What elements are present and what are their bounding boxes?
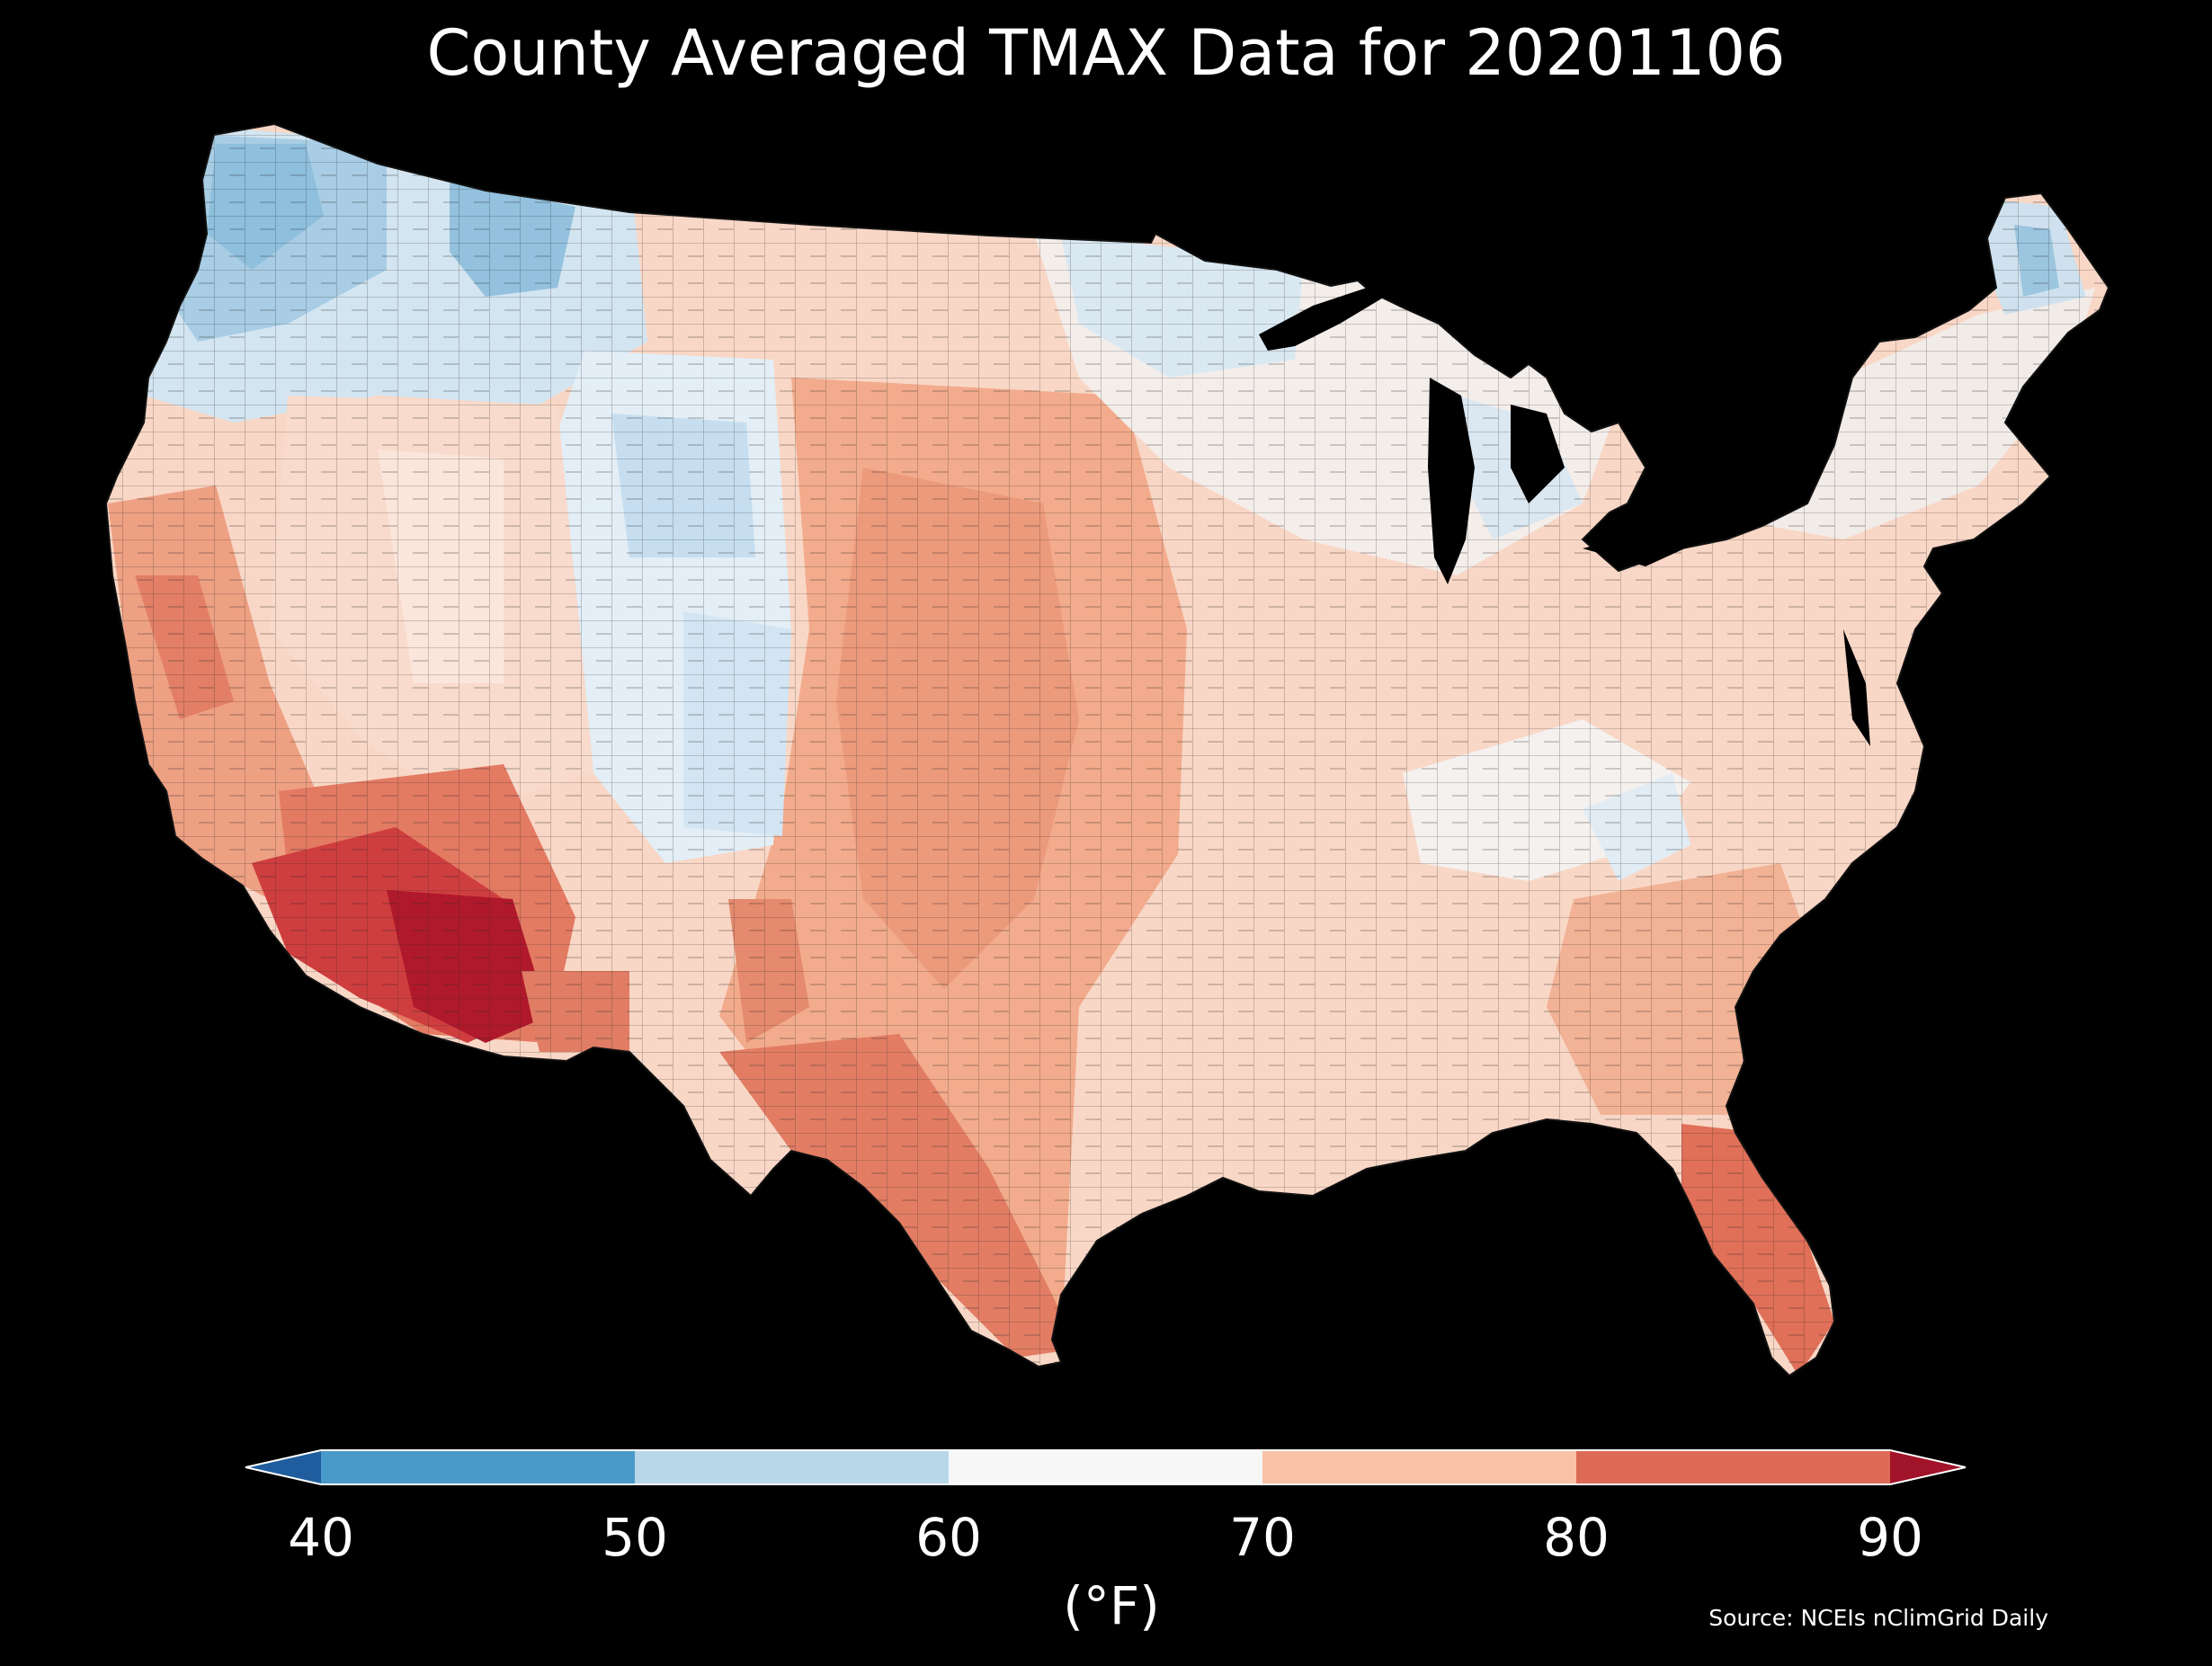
colorbar-bin-40-50: [321, 1450, 635, 1484]
colorbar-tick-60: 60: [915, 1507, 982, 1568]
source-credit: Source: NCEIs nClimGrid Daily: [1708, 1605, 2048, 1631]
colorbar-tick-50: 50: [602, 1507, 668, 1568]
colorbar-tick-70: 70: [1229, 1507, 1296, 1568]
colorbar-bin-60-70: [949, 1450, 1262, 1484]
colorbar-over-arrow: [1890, 1450, 1966, 1484]
chesapeake: [1843, 629, 1870, 746]
lake-superior: [1259, 288, 1385, 351]
lake-huron: [1511, 405, 1565, 503]
colorbar-bin-50-60: [635, 1450, 949, 1484]
colorbar-tick-40: 40: [288, 1507, 354, 1568]
colorbar-tick-80: 80: [1543, 1507, 1610, 1568]
colorbar-bin-80-90: [1576, 1450, 1890, 1484]
colorbar-under-arrow: [245, 1450, 321, 1484]
colorbar-unit-label: (°F): [1063, 1575, 1160, 1636]
map-title: County Averaged TMAX Data for 20201106: [426, 16, 1786, 90]
lake-michigan: [1428, 378, 1475, 584]
colorbar-outline: [245, 1449, 1967, 1485]
colorbar-tick-90: 90: [1857, 1507, 1923, 1568]
colorbar-bin-70-80: [1262, 1450, 1576, 1484]
lake-erie: [1583, 526, 1708, 566]
